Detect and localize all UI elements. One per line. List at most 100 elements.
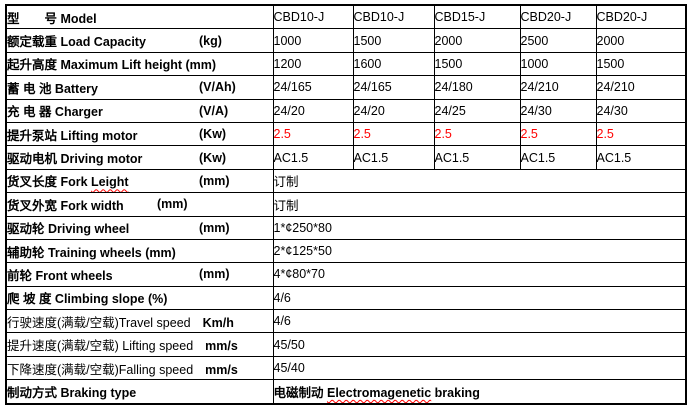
spec-label: 货叉外宽 Fork width bbox=[7, 198, 124, 213]
spec-value-cell: 24/20 bbox=[352, 98, 435, 123]
spec-label: 货叉长度 Fork Leight bbox=[7, 175, 129, 190]
spec-label: 爬 坡 度 Climbing slope (%) bbox=[7, 292, 168, 307]
spec-value-cell: CBD15-J bbox=[433, 4, 521, 30]
spec-label: 制动方式 Braking type bbox=[7, 385, 137, 400]
spec-value-cell: CBD20-J bbox=[595, 4, 687, 30]
spec-label-cell: 制动方式 Braking type bbox=[5, 379, 274, 405]
table-row: 货叉长度 Fork Leight (mm) 订制 bbox=[5, 168, 687, 194]
spec-value-cell: 1000 bbox=[272, 28, 354, 53]
spec-label: 充 电 器 Charger bbox=[7, 105, 103, 120]
spec-label-cell: 提升泵站 Lifting motor (Kw) bbox=[5, 121, 274, 147]
spec-value-cell: 2.5 bbox=[519, 121, 597, 147]
spec-value-cell: 1500 bbox=[352, 28, 435, 53]
spec-value-cell: 2*¢125*50 bbox=[272, 238, 687, 264]
spec-value-cell: 2.5 bbox=[352, 121, 435, 147]
table-row: 驱动轮 Driving wheel (mm) 1*¢250*80 bbox=[5, 215, 687, 240]
spec-label-cell: 货叉长度 Fork Leight (mm) bbox=[5, 168, 274, 194]
table-row: 行驶速度(满载/空载)Travel speed Km/h 4/6 bbox=[5, 309, 687, 334]
spec-value-cell: 24/180 bbox=[433, 75, 521, 100]
table-row: 额定载重 Load Capacity (kg) 1000 1500 2000 2500 20… bbox=[5, 28, 687, 53]
spec-value-cell: 4/6 bbox=[272, 309, 687, 334]
spec-label-cell: 货叉外宽 Fork width (mm) bbox=[5, 192, 274, 217]
table-row: 起升高度 Maximum Lift height (mm) 1200 1600 150… bbox=[5, 51, 687, 77]
spec-value-cell: 24/165 bbox=[272, 75, 354, 100]
table-row: 货叉外宽 Fork width (mm) 订制 bbox=[5, 192, 687, 217]
spec-unit: (Kw) bbox=[199, 150, 227, 165]
spec-label: 蓄 电 池 Battery bbox=[7, 81, 98, 96]
spec-value-cell: 24/30 bbox=[595, 98, 687, 123]
spec-value-cell: 2.5 bbox=[433, 121, 521, 147]
spec-value-cell: CBD10-J bbox=[352, 4, 435, 30]
spec-value-cell: 1000 bbox=[519, 51, 597, 77]
table-row: 提升速度(满载/空载) Lifting speed mm/s 45/50 bbox=[5, 332, 687, 357]
spec-unit: (V/Ah) bbox=[199, 80, 236, 95]
spec-value-cell: 24/210 bbox=[519, 75, 597, 100]
spec-label: 下降速度(满载/空载)Falling speed bbox=[7, 362, 194, 377]
spec-label: 行驶速度(满载/空载)Travel speed bbox=[7, 315, 191, 330]
spec-label: 提升泵站 Lifting motor bbox=[7, 128, 138, 143]
spec-value-cell: AC1.5 bbox=[433, 145, 521, 170]
spec-unit: Km/h bbox=[202, 315, 234, 330]
misspelled-word: Leight bbox=[91, 175, 129, 190]
table-row: 前轮 Front wheels (mm) 4*¢80*70 bbox=[5, 262, 687, 287]
spec-value-cell: AC1.5 bbox=[519, 145, 597, 170]
spec-unit: (mm) bbox=[199, 220, 230, 235]
spec-value-cell: 1*¢250*80 bbox=[272, 215, 687, 240]
spec-label-cell: 驱动轮 Driving wheel (mm) bbox=[5, 215, 274, 240]
spec-label-cell: 起升高度 Maximum Lift height (mm) bbox=[5, 51, 274, 77]
spec-label-cell: 辅助轮 Training wheels (mm) bbox=[5, 238, 274, 264]
table-row: 爬 坡 度 Climbing slope (%) 4/6 bbox=[5, 285, 687, 311]
spec-label-cell: 充 电 器 Charger (V/A) bbox=[5, 98, 274, 123]
table-row: 提升泵站 Lifting motor (Kw) 2.5 2.5 2.5 2.5 2.5 bbox=[5, 121, 687, 147]
table-row: 型 号 Model CBD10-J CBD10-J CBD15-J CBD20-J CBD… bbox=[5, 4, 687, 30]
spec-value-cell: 2.5 bbox=[272, 121, 354, 147]
table-row: 辅助轮 Training wheels (mm) 2*¢125*50 bbox=[5, 238, 687, 264]
spec-label: 驱动轮 Driving wheel bbox=[7, 222, 130, 237]
spec-label: 起升高度 Maximum Lift height (mm) bbox=[7, 58, 217, 73]
spec-value-cell: 24/20 bbox=[272, 98, 354, 123]
spec-unit: (kg) bbox=[199, 33, 222, 48]
spec-value-cell: 4*¢80*70 bbox=[272, 262, 687, 287]
spec-value-cell: 1500 bbox=[433, 51, 521, 77]
spec-label: 提升速度(满载/空载) Lifting speed bbox=[7, 339, 194, 354]
spec-value-cell: 45/40 bbox=[272, 355, 687, 381]
spec-unit: mm/s bbox=[205, 339, 238, 354]
spec-value-cell: 24/25 bbox=[433, 98, 521, 123]
spec-value-cell: 1500 bbox=[595, 51, 687, 77]
spec-label: 前轮 Front wheels bbox=[7, 268, 113, 283]
spec-value-cell: 订制 bbox=[272, 192, 687, 217]
spec-label-cell: 爬 坡 度 Climbing slope (%) bbox=[5, 285, 274, 311]
spec-value-cell: 2.5 bbox=[595, 121, 687, 147]
spec-unit: (mm) bbox=[157, 197, 188, 212]
spec-value-cell: 45/50 bbox=[272, 332, 687, 357]
spec-table-body: 型 号 Model CBD10-J CBD10-J CBD15-J CBD20-J CBD… bbox=[5, 4, 687, 405]
spec-label: 型 号 Model bbox=[7, 11, 97, 26]
spec-unit: (mm) bbox=[199, 173, 230, 188]
spec-label-cell: 前轮 Front wheels (mm) bbox=[5, 262, 274, 287]
spec-value-cell: 4/6 bbox=[272, 285, 687, 311]
spec-value-cell: CBD20-J bbox=[519, 4, 597, 30]
spec-unit: (mm) bbox=[199, 267, 230, 282]
spec-unit: (Kw) bbox=[199, 127, 227, 142]
spec-value-cell: 电磁制动 Electromagenetic braking bbox=[272, 379, 687, 405]
spec-label-cell: 行驶速度(满载/空载)Travel speed Km/h bbox=[5, 309, 274, 334]
spec-value-cell: 24/165 bbox=[352, 75, 435, 100]
spec-value-cell: AC1.5 bbox=[595, 145, 687, 170]
table-row: 下降速度(满载/空载)Falling speed mm/s 45/40 bbox=[5, 355, 687, 381]
spec-unit: mm/s bbox=[205, 362, 238, 377]
misspelled-word: Electromagenetic bbox=[326, 385, 432, 400]
spec-value-cell: 24/210 bbox=[595, 75, 687, 100]
spec-value-cell: 2000 bbox=[595, 28, 687, 53]
spec-value-cell: 订制 bbox=[272, 168, 687, 194]
table-row: 蓄 电 池 Battery (V/Ah) 24/165 24/165 24/180 24/… bbox=[5, 75, 687, 100]
spec-label-cell: 额定载重 Load Capacity (kg) bbox=[5, 28, 274, 53]
spec-label: 额定载重 Load Capacity bbox=[7, 35, 146, 50]
table-row: 充 电 器 Charger (V/A) 24/20 24/20 24/25 24/30 24… bbox=[5, 98, 687, 123]
spec-value-cell: 2500 bbox=[519, 28, 597, 53]
spec-unit: (V/A) bbox=[199, 103, 229, 118]
spec-label-cell: 蓄 电 池 Battery (V/Ah) bbox=[5, 75, 274, 100]
spec-value-cell: 24/30 bbox=[519, 98, 597, 123]
spec-label: 辅助轮 Training wheels (mm) bbox=[7, 245, 176, 260]
spec-label-cell: 提升速度(满载/空载) Lifting speed mm/s bbox=[5, 332, 274, 357]
